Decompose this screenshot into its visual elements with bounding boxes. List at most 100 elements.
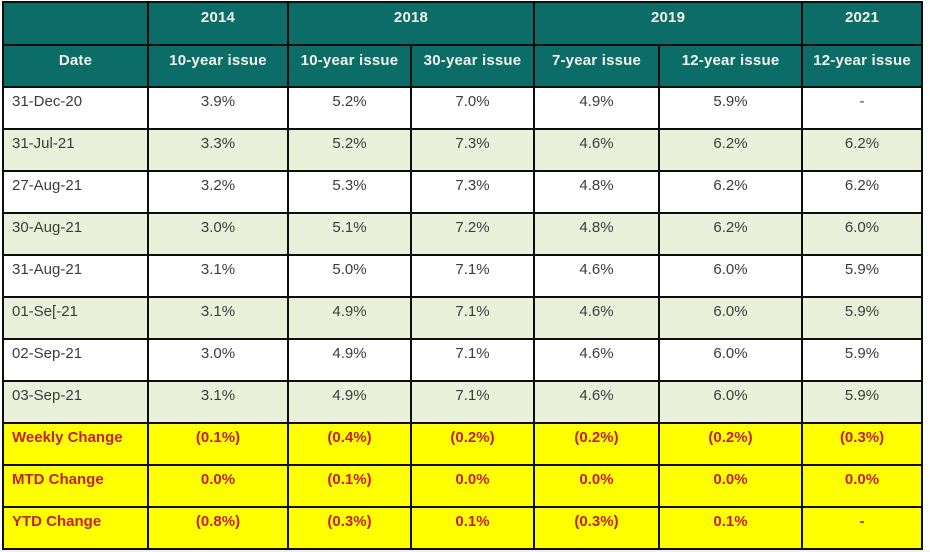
column-header-2018-10yr: 10-year issue xyxy=(287,44,412,88)
page-bottom-strip xyxy=(0,550,930,552)
table-row: 31-Dec-20 3.9% 5.2% 7.0% 4.9% 5.9% - xyxy=(2,86,924,130)
value-cell: 6.0% xyxy=(658,380,804,424)
value-cell: 4.6% xyxy=(533,254,661,298)
value-cell: 7.3% xyxy=(409,128,536,172)
table-row: 01-Se[-21 3.1% 4.9% 7.1% 4.6% 6.0% 5.9% xyxy=(2,296,924,340)
issue-header-row: Date 10-year issue 10-year issue 30-year… xyxy=(2,44,924,88)
summary-row: MTD Change 0.0% (0.1%) 0.0% 0.0% 0.0% 0.… xyxy=(2,464,924,508)
value-cell: 5.1% xyxy=(287,212,412,256)
date-cell: 03-Sep-21 xyxy=(2,380,149,424)
year-header-2021: 2021 xyxy=(801,1,924,46)
summary-value-cell: (0.1%) xyxy=(147,422,289,466)
summary-label-cell: Weekly Change xyxy=(2,422,149,466)
date-cell: 31-Aug-21 xyxy=(2,254,149,298)
value-cell: 4.6% xyxy=(533,338,661,382)
value-cell: 5.9% xyxy=(801,338,924,382)
summary-value-cell: 0.0% xyxy=(409,464,536,508)
summary-value-cell: 0.0% xyxy=(533,464,661,508)
value-cell: 4.9% xyxy=(533,86,661,130)
value-cell: 5.2% xyxy=(287,86,412,130)
summary-value-cell: (0.3%) xyxy=(533,506,661,550)
value-cell: 6.2% xyxy=(658,128,804,172)
value-cell: 4.9% xyxy=(287,296,412,340)
date-cell: 31-Jul-21 xyxy=(2,128,149,172)
column-header-2019-12yr: 12-year issue xyxy=(658,44,804,88)
column-header-2021-12yr: 12-year issue xyxy=(801,44,924,88)
table-row: 27-Aug-21 3.2% 5.3% 7.3% 4.8% 6.2% 6.2% xyxy=(2,170,924,214)
value-cell: 7.1% xyxy=(409,338,536,382)
summary-value-cell: (0.8%) xyxy=(147,506,289,550)
table-row: 31-Jul-21 3.3% 5.2% 7.3% 4.6% 6.2% 6.2% xyxy=(2,128,924,172)
summary-value-cell: (0.2%) xyxy=(658,422,804,466)
summary-value-cell: (0.2%) xyxy=(533,422,661,466)
column-header-date: Date xyxy=(2,44,149,88)
value-cell: 5.9% xyxy=(801,380,924,424)
value-cell: 5.9% xyxy=(801,254,924,298)
table-row: 31-Aug-21 3.1% 5.0% 7.1% 4.6% 6.0% 5.9% xyxy=(2,254,924,298)
value-cell: 6.0% xyxy=(801,212,924,256)
table-row: 02-Sep-21 3.0% 4.9% 7.1% 4.6% 6.0% 5.9% xyxy=(2,338,924,382)
summary-value-cell: 0.0% xyxy=(658,464,804,508)
table-header: 2014 2018 2019 2021 Date 10-year issue 1… xyxy=(2,1,924,88)
summary-value-cell: 0.1% xyxy=(409,506,536,550)
value-cell: 7.2% xyxy=(409,212,536,256)
column-header-2014-10yr: 10-year issue xyxy=(147,44,289,88)
table-body: 31-Dec-20 3.9% 5.2% 7.0% 4.9% 5.9% - 31-… xyxy=(2,86,924,550)
value-cell: 3.2% xyxy=(147,170,289,214)
value-cell: 5.3% xyxy=(287,170,412,214)
summary-value-cell: (0.4%) xyxy=(287,422,412,466)
table-row: 30-Aug-21 3.0% 5.1% 7.2% 4.8% 6.2% 6.0% xyxy=(2,212,924,256)
date-cell: 27-Aug-21 xyxy=(2,170,149,214)
value-cell: 3.0% xyxy=(147,338,289,382)
summary-label-cell: MTD Change xyxy=(2,464,149,508)
value-cell: 3.0% xyxy=(147,212,289,256)
value-cell: 7.1% xyxy=(409,380,536,424)
date-cell: 01-Se[-21 xyxy=(2,296,149,340)
value-cell: 7.1% xyxy=(409,254,536,298)
year-header-2014: 2014 xyxy=(147,1,289,46)
summary-value-cell: (0.3%) xyxy=(801,422,924,466)
value-cell: 5.0% xyxy=(287,254,412,298)
value-cell: 7.1% xyxy=(409,296,536,340)
summary-value-cell: 0.0% xyxy=(147,464,289,508)
summary-label-cell: YTD Change xyxy=(2,506,149,550)
value-cell: - xyxy=(801,86,924,130)
table-row: 03-Sep-21 3.1% 4.9% 7.1% 4.6% 6.0% 5.9% xyxy=(2,380,924,424)
value-cell: 4.6% xyxy=(533,380,661,424)
value-cell: 3.1% xyxy=(147,380,289,424)
value-cell: 3.9% xyxy=(147,86,289,130)
value-cell: 4.8% xyxy=(533,170,661,214)
date-cell: 30-Aug-21 xyxy=(2,212,149,256)
summary-row: Weekly Change (0.1%) (0.4%) (0.2%) (0.2%… xyxy=(2,422,924,466)
value-cell: 6.2% xyxy=(801,170,924,214)
value-cell: 3.1% xyxy=(147,296,289,340)
value-cell: 6.2% xyxy=(801,128,924,172)
value-cell: 4.6% xyxy=(533,128,661,172)
value-cell: 6.0% xyxy=(658,338,804,382)
value-cell: 4.9% xyxy=(287,380,412,424)
year-header-2019: 2019 xyxy=(533,1,804,46)
value-cell: 7.0% xyxy=(409,86,536,130)
year-header-row: 2014 2018 2019 2021 xyxy=(2,1,924,46)
summary-value-cell: 0.1% xyxy=(658,506,804,550)
summary-value-cell: 0.0% xyxy=(801,464,924,508)
summary-value-cell: (0.1%) xyxy=(287,464,412,508)
blank-header-cell xyxy=(2,1,149,46)
column-header-2019-7yr: 7-year issue xyxy=(533,44,661,88)
year-header-2018: 2018 xyxy=(286,1,536,46)
column-header-2018-30yr: 30-year issue xyxy=(409,44,536,88)
value-cell: 7.3% xyxy=(409,170,536,214)
summary-row: YTD Change (0.8%) (0.3%) 0.1% (0.3%) 0.1… xyxy=(2,506,924,550)
summary-value-cell: (0.2%) xyxy=(409,422,536,466)
value-cell: 6.2% xyxy=(658,170,804,214)
value-cell: 3.3% xyxy=(147,128,289,172)
value-cell: 4.6% xyxy=(533,296,661,340)
summary-value-cell: (0.3%) xyxy=(287,506,412,550)
value-cell: 5.9% xyxy=(658,86,804,130)
value-cell: 6.0% xyxy=(658,296,804,340)
value-cell: 6.0% xyxy=(658,254,804,298)
value-cell: 4.8% xyxy=(533,212,661,256)
